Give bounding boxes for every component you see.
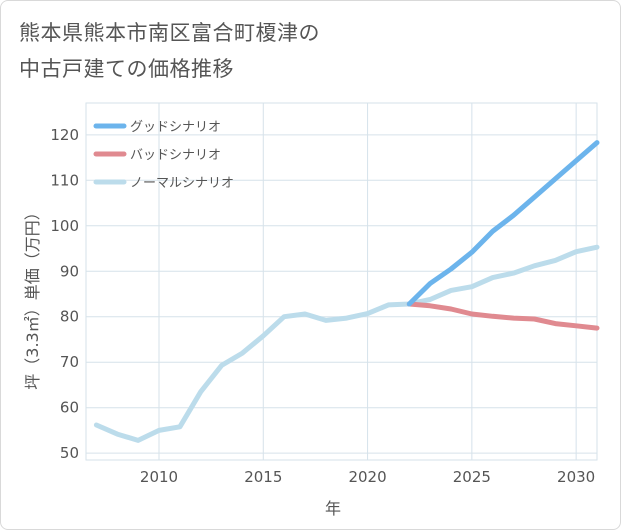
x-tick-label: 2020 [348, 468, 386, 486]
x-tick-label: 2010 [140, 468, 178, 486]
y-tick-label: 110 [50, 171, 79, 189]
series-lines [93, 140, 600, 443]
chart-title-line2: 中古戸建ての価格推移 [19, 57, 234, 81]
y-tick-label: 100 [50, 217, 79, 235]
series-line-good [406, 140, 600, 307]
legend-label: バッドシナリオ [130, 148, 221, 163]
x-tick-label: 2015 [244, 468, 282, 486]
y-tick-label: 80 [60, 308, 79, 326]
x-axis-title: 年 [325, 499, 341, 518]
x-tick-label: 2030 [557, 468, 595, 486]
y-tick-label: 90 [60, 262, 79, 280]
series-line-normal [93, 244, 600, 443]
plot-area-border [85, 102, 598, 461]
y-tick-label: 60 [60, 399, 79, 417]
x-tick-label: 2025 [453, 468, 491, 486]
y-tick-label: 120 [50, 126, 79, 144]
legend-label: グッドシナリオ [130, 120, 221, 135]
legend-label: ノーマルシナリオ [130, 176, 234, 191]
chart-title: 熊本県熊本市南区富合町榎津の 中古戸建ての価格推移 [19, 15, 579, 87]
y-axis-title: 坪（3.3㎡）単価（万円） [23, 204, 42, 389]
y-tick-label: 70 [60, 353, 79, 371]
grid-lines [85, 102, 598, 461]
chart-title-line1: 熊本県熊本市南区富合町榎津の [19, 21, 320, 45]
series-line-bad [406, 301, 600, 331]
y-tick-label: 50 [60, 444, 79, 462]
axes: 2010 2015 2020 2025 2030 50 60 70 80 90 100 110 120 [50, 126, 595, 486]
